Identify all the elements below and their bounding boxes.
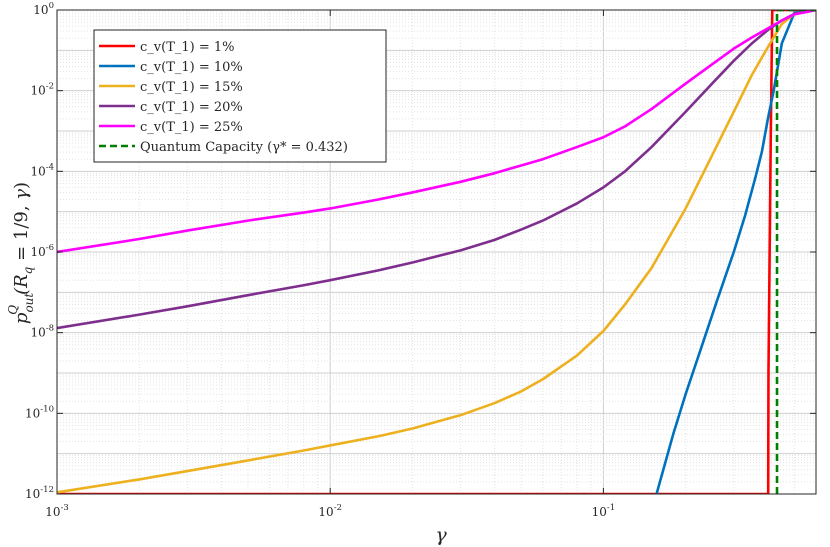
y-axis-label-text: poutQ(Rq = 1/9, γ) [6, 182, 36, 324]
tick-labels: 10-3 10-2 10-1 10-12 10-10 10-8 10-6 10-4 10-2 10… [25, 1, 615, 519]
series-line-2 [655, 10, 816, 494]
x-tick-label: 10-1 [592, 503, 616, 519]
y-axis-label: poutQ(Rq = 1/9, γ) [6, 182, 36, 324]
y-tick-label: 10-10 [25, 404, 54, 420]
series-lines [57, 10, 816, 494]
y-tick-label: 10-6 [30, 243, 54, 259]
y-tick-label: 10-12 [25, 485, 54, 501]
series-line-3 [57, 10, 816, 494]
y-tick-label: 100 [33, 1, 54, 17]
legend-entry: Quantum Capacity (γ* = 0.432) [140, 140, 348, 155]
legend-entry: c_v(T_1) = 15% [140, 80, 243, 95]
x-axis-label: γ [435, 524, 447, 546]
legend-box [93, 29, 387, 163]
legend: c_v(T_1) = 1% c_v(T_1) = 10% c_v(T_1) = 15… [93, 29, 387, 163]
legend-entry: c_v(T_1) = 1% [140, 40, 235, 55]
legend-entry: c_v(T_1) = 20% [140, 100, 243, 115]
series-line-1 [57, 10, 816, 494]
y-tick-label: 10-8 [30, 324, 54, 340]
series-line-4 [57, 10, 816, 330]
legend-entry: c_v(T_1) = 10% [140, 60, 243, 75]
legend-entry: c_v(T_1) = 25% [140, 120, 243, 135]
y-tick-label: 10-4 [30, 162, 54, 178]
series-line-5 [57, 10, 816, 254]
y-tick-label: 10-2 [30, 82, 54, 98]
x-tick-label: 10-2 [318, 503, 342, 519]
x-tick-label: 10-3 [45, 503, 69, 519]
tick-marks [56, 9, 816, 495]
